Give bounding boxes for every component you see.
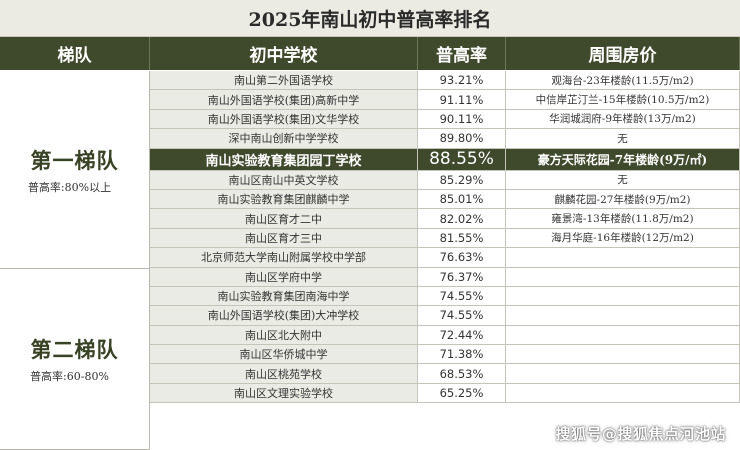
table-row-highlighted: 南山实验教育集团园丁学校 88.55% 豪方天际花园-7年楼龄(9万/㎡) [150, 148, 740, 171]
school-name: 北京师范大学南山附属学校中学部 [150, 248, 418, 267]
high-school-rate: 88.55% [418, 148, 506, 170]
nearby-house-price: 海月华庭-16年楼龄(12万/m2) [506, 228, 740, 248]
tier-1-name: 第一梯队 [30, 147, 119, 173]
table-header: 梯队 初中学校 普高率 周围房价 [0, 37, 740, 70]
school-name: 南山实验教育集团麒麟中学 [150, 189, 418, 209]
table-row: 南山区桃苑学校 68.53% [150, 364, 740, 384]
high-school-rate: 65.25% [418, 383, 506, 403]
tier-2-rate-note: 普高率:60-80% [30, 370, 109, 383]
tier-2-name: 第二梯队 [30, 337, 119, 362]
school-name: 南山区桃苑学校 [150, 364, 418, 383]
high-school-rate: 93.21% [418, 71, 506, 90]
table-row: 南山实验教育集团麒麟中学 85.01% 麒麟花园-27年楼龄(9万/m2) [150, 189, 740, 210]
table-row: 南山区育才二中 82.02% 雍景湾-13年楼龄(11.8万/m2) [150, 209, 740, 229]
table-row: 南山外国语学校(集团)文华学校 90.11% 华润城润府-9年楼龄(13万/m2) [150, 109, 740, 130]
high-school-rate: 82.02% [418, 209, 506, 228]
nearby-house-price [506, 383, 740, 403]
school-name: 南山区育才三中 [150, 228, 418, 248]
high-school-rate: 76.37% [418, 267, 506, 286]
school-name: 南山区南山中英文学校 [150, 170, 418, 189]
school-name: 南山外国语学校(集团)大冲学校 [150, 306, 418, 325]
tier-2-cell: 第二梯队 普高率:60-80% [0, 269, 150, 450]
table-row: 南山区南山中英文学校 85.29% 无 [150, 170, 740, 190]
header-school: 初中学校 [150, 37, 418, 70]
school-name: 南山外国语学校(集团)高新中学 [150, 90, 418, 109]
school-name: 南山实验教育集团南海中学 [150, 286, 418, 306]
school-name: 南山实验教育集团园丁学校 [150, 148, 418, 170]
high-school-rate: 74.55% [418, 286, 506, 306]
nearby-house-price [506, 286, 740, 306]
high-school-rate: 85.29% [418, 170, 506, 189]
school-name: 南山外国语学校(集团)文华学校 [150, 109, 418, 129]
nearby-house-price: 观海台-23年楼龄(11.5万/m2) [506, 71, 740, 90]
high-school-rate: 89.80% [418, 129, 506, 148]
table-row: 南山区文理实验学校 65.25% [150, 383, 740, 404]
school-name: 南山区北大附中 [150, 325, 418, 345]
nearby-house-price: 雍景湾-13年楼龄(11.8万/m2) [506, 209, 740, 228]
high-school-rate: 76.63% [418, 248, 506, 267]
tier-1-rate-note: 普高率:80%以上 [27, 180, 112, 194]
high-school-rate: 68.53% [418, 364, 506, 383]
header-rate: 普高率 [418, 37, 506, 70]
nearby-house-price: 华润城润府-9年楼龄(13万/m2) [506, 109, 740, 129]
table-row: 南山区育才三中 81.55% 海月华庭-16年楼龄(12万/m2) [150, 228, 740, 249]
high-school-rate: 72.44% [418, 325, 506, 345]
school-name: 深中南山创新中学学校 [150, 129, 418, 148]
high-school-rate: 71.38% [418, 345, 506, 364]
nearby-house-price [506, 325, 740, 345]
nearby-house-price: 无 [506, 170, 740, 189]
table-row: 南山第二外国语学校 93.21% 观海台-23年楼龄(11.5万/m2) [150, 71, 740, 91]
school-name: 南山第二外国语学校 [150, 71, 418, 90]
high-school-rate: 85.01% [418, 189, 506, 209]
table-row: 南山实验教育集团南海中学 74.55% [150, 286, 740, 307]
nearby-house-price [506, 248, 740, 267]
nearby-house-price [506, 267, 740, 286]
table-row: 深中南山创新中学学校 89.80% 无 [150, 129, 740, 149]
school-name: 南山区学府中学 [150, 267, 418, 286]
school-name: 南山区文理实验学校 [150, 383, 418, 403]
header-price: 周围房价 [506, 37, 740, 70]
tier-1-cell: 第一梯队 普高率:80%以上 [0, 71, 150, 269]
nearby-house-price: 麒麟花园-27年楼龄(9万/m2) [506, 189, 740, 209]
high-school-rate: 91.11% [418, 90, 506, 109]
nearby-house-price: 中信岸芷汀兰-15年楼龄(10.5万/m2) [506, 90, 740, 109]
table-body: 南山第二外国语学校 93.21% 观海台-23年楼龄(11.5万/m2) 南山外国语学… [150, 71, 740, 404]
header-tier: 梯队 [0, 37, 150, 70]
table-row: 北京师范大学南山附属学校中学部 76.63% [150, 248, 740, 268]
nearby-house-price: 豪方天际花园-7年楼龄(9万/㎡) [506, 148, 740, 170]
nearby-house-price [506, 364, 740, 383]
nearby-house-price [506, 345, 740, 364]
high-school-rate: 81.55% [418, 228, 506, 248]
table-row: 南山外国语学校(集团)高新中学 91.11% 中信岸芷汀兰-15年楼龄(10.5万/… [150, 90, 740, 110]
watermark: 搜狐号@搜狐焦点河池站 [555, 425, 726, 443]
nearby-house-price: 无 [506, 129, 740, 148]
table-row: 南山区北大附中 72.44% [150, 325, 740, 346]
school-name: 南山区华侨城中学 [150, 345, 418, 364]
high-school-rate: 74.55% [418, 306, 506, 325]
nearby-house-price [506, 306, 740, 325]
table-row: 南山区华侨城中学 71.38% [150, 345, 740, 365]
school-name: 南山区育才二中 [150, 209, 418, 228]
high-school-rate: 90.11% [418, 109, 506, 129]
table-row: 南山外国语学校(集团)大冲学校 74.55% [150, 306, 740, 326]
page-title: 2025年南山初中普高率排名 [0, 0, 740, 37]
table-row: 南山区学府中学 76.37% [150, 267, 740, 287]
